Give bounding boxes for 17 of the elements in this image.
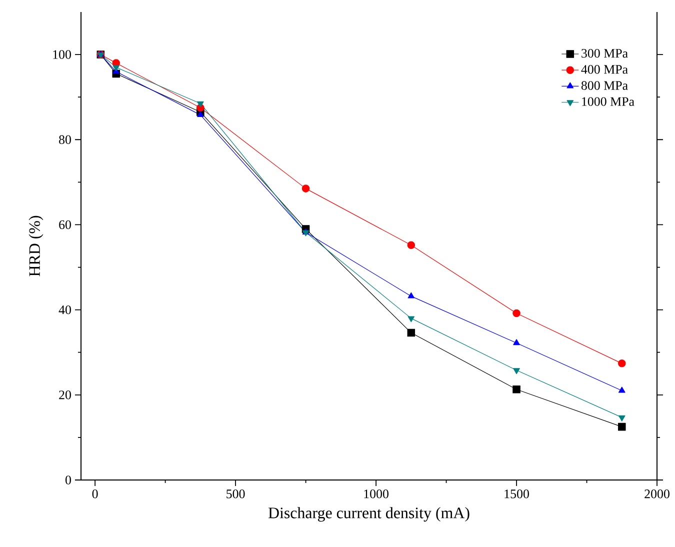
legend-label: 800 MPa	[581, 81, 628, 90]
legend-label: 1000 MPa	[582, 97, 634, 106]
y-tick-label: 20	[59, 390, 71, 400]
y-tick-label: 40	[58, 305, 71, 314]
y-tick-label: 0	[66, 476, 71, 484]
y-tick-label: 100	[53, 50, 71, 59]
legend-label: 400 MPa	[581, 65, 628, 74]
y-tick-label: 80	[59, 135, 71, 144]
x-tick-label: 1000	[364, 490, 388, 498]
y-axis-title: HRD (%)	[28, 216, 44, 276]
x-tick-label: 0	[92, 490, 98, 498]
x-tick-label: 1500	[504, 490, 529, 498]
x-tick-label: 2000	[644, 490, 670, 498]
x-axis-title: Discharge current density (mA)	[268, 507, 470, 522]
x-tick-label: 500	[226, 490, 245, 498]
legend-label: 300 MPa	[582, 48, 628, 58]
y-tick-label: 60	[59, 220, 71, 230]
